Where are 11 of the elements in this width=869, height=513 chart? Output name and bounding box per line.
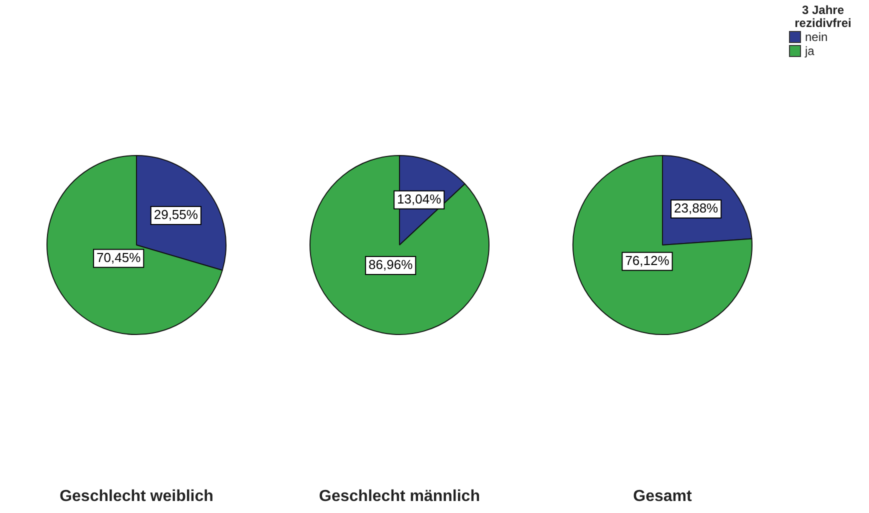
data-label: 29,55% bbox=[154, 207, 198, 222]
data-label: 13,04% bbox=[397, 191, 442, 206]
data-label: 86,96% bbox=[368, 257, 414, 272]
data-label: 70,45% bbox=[96, 250, 142, 265]
text: Gesamt bbox=[632, 488, 693, 506]
data-label: 23,88% bbox=[674, 200, 719, 216]
data-label: 76,12% bbox=[625, 252, 670, 268]
text: Geschlecht weiblich bbox=[58, 488, 214, 506]
legend-label: nein bbox=[805, 30, 828, 44]
legend-label: ja bbox=[805, 44, 814, 58]
text: Geschlecht männlich bbox=[318, 488, 481, 506]
